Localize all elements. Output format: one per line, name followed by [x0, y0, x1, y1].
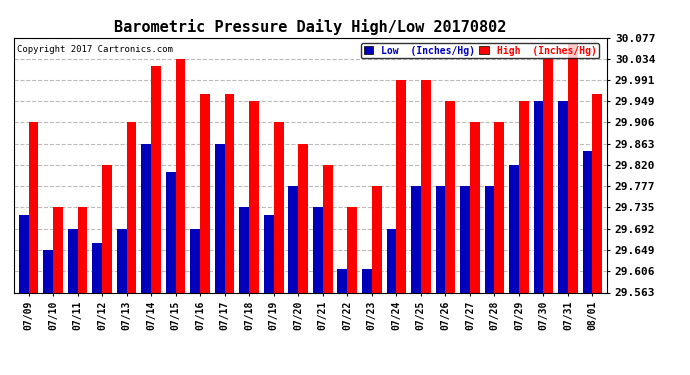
Bar [239, 207, 249, 292]
Bar [495, 122, 504, 292]
Bar [519, 101, 529, 292]
Bar [141, 144, 151, 292]
Bar [362, 269, 372, 292]
Bar [288, 186, 298, 292]
Bar [396, 80, 406, 292]
Legend: Low  (Inches/Hg), High  (Inches/Hg): Low (Inches/Hg), High (Inches/Hg) [361, 43, 600, 58]
Bar [347, 207, 357, 292]
Bar [151, 66, 161, 292]
Bar [43, 250, 53, 292]
Bar [77, 207, 88, 292]
Bar [92, 243, 102, 292]
Bar [372, 186, 382, 292]
Bar [102, 165, 112, 292]
Bar [544, 59, 553, 292]
Bar [484, 186, 495, 292]
Bar [200, 94, 210, 292]
Bar [19, 214, 28, 292]
Bar [323, 165, 333, 292]
Bar [470, 122, 480, 292]
Bar [593, 94, 602, 292]
Bar [509, 165, 519, 292]
Bar [558, 101, 568, 292]
Bar [68, 228, 77, 292]
Text: Copyright 2017 Cartronics.com: Copyright 2017 Cartronics.com [17, 45, 172, 54]
Bar [582, 151, 593, 292]
Bar [166, 172, 176, 292]
Bar [337, 269, 347, 292]
Bar [313, 207, 323, 292]
Bar [386, 228, 396, 292]
Bar [249, 101, 259, 292]
Bar [215, 144, 225, 292]
Bar [411, 186, 421, 292]
Bar [460, 186, 470, 292]
Bar [445, 101, 455, 292]
Bar [533, 101, 544, 292]
Bar [190, 228, 200, 292]
Bar [274, 122, 284, 292]
Bar [568, 45, 578, 292]
Bar [298, 144, 308, 292]
Bar [53, 207, 63, 292]
Title: Barometric Pressure Daily High/Low 20170802: Barometric Pressure Daily High/Low 20170… [115, 19, 506, 35]
Bar [28, 122, 39, 292]
Bar [176, 59, 186, 292]
Bar [126, 122, 137, 292]
Bar [117, 228, 126, 292]
Bar [421, 80, 431, 292]
Bar [225, 94, 235, 292]
Bar [435, 186, 445, 292]
Bar [264, 214, 274, 292]
